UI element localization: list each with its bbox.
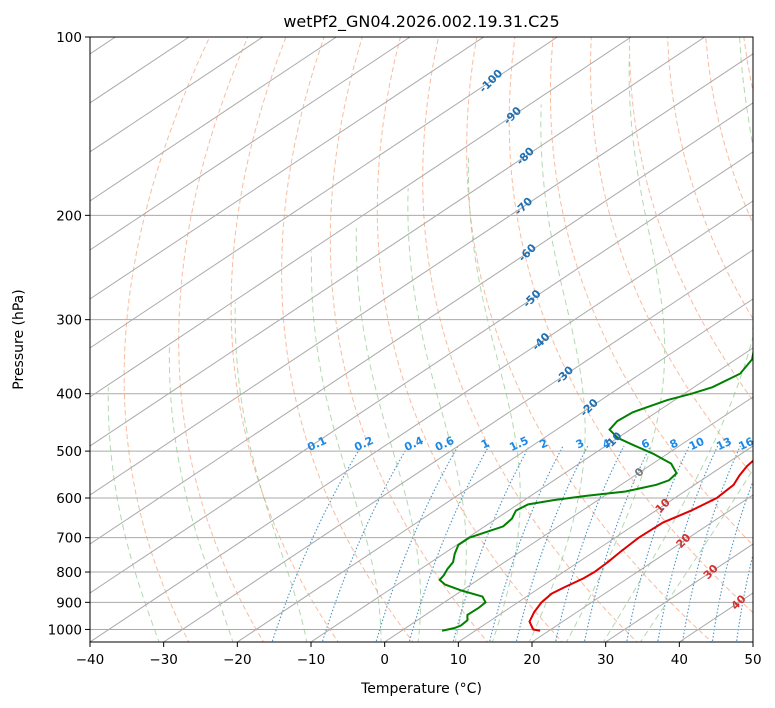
mixing-ratio-label: 13 <box>714 435 733 453</box>
isotherm-line <box>384 396 753 642</box>
mixing-ratio-line <box>271 445 362 642</box>
isotherm-line <box>90 37 485 300</box>
mixing-ratio-line <box>681 445 741 642</box>
moist-adiabat <box>107 387 160 642</box>
moist-adiabat <box>168 344 234 642</box>
dry-adiabat <box>549 37 753 546</box>
moist-adiabat <box>528 104 586 642</box>
dewpoint-line <box>438 325 753 632</box>
moist-adiabat <box>310 251 382 642</box>
dry-adiabat <box>329 37 489 642</box>
plot-frame <box>89 36 754 643</box>
mixing-ratio-line <box>583 445 651 642</box>
dry-adiabat <box>628 37 753 402</box>
dry-adiabat <box>123 37 211 642</box>
x-tick-label: 0 <box>380 652 389 668</box>
mixing-ratio-line <box>321 445 409 642</box>
mixing-ratio-line <box>408 445 490 642</box>
mixing-ratio-line <box>657 445 719 642</box>
x-tick-label: 10 <box>450 652 467 668</box>
isotherm-line <box>90 200 753 642</box>
isotherm-line <box>458 445 753 642</box>
isotherm-line <box>90 37 706 447</box>
mixing-ratio-line <box>555 445 625 642</box>
isotherm-line <box>237 298 753 642</box>
x-tick-label: 50 <box>744 652 761 668</box>
temperature-line <box>528 459 753 632</box>
isotherm-line <box>531 494 753 642</box>
mixing-ratio-label: 16 <box>736 435 756 453</box>
isotherm-line <box>90 37 632 398</box>
isotherm-line <box>90 37 337 202</box>
mixing-ratio-line <box>736 552 753 642</box>
mixing-ratio-line <box>626 445 690 642</box>
isotherm-line <box>90 102 753 545</box>
isotherm-line <box>90 151 753 594</box>
y-axis-label: Pressure (hPa) <box>11 289 27 389</box>
isotherm-line <box>163 249 753 642</box>
y-tick-label: 500 <box>56 444 82 460</box>
mixing-ratio-label: 10 <box>687 435 707 453</box>
x-tick-label: 40 <box>671 652 688 668</box>
dry-adiabat <box>667 37 753 320</box>
moist-adiabat <box>565 61 666 642</box>
mixing-ratio-line <box>375 445 459 642</box>
axes: −40 −30 −20 −10 0 10 20 30 40 50 100 200 300 400 500 60… <box>48 30 762 668</box>
x-tick-label: −10 <box>297 652 326 668</box>
background-lines <box>90 37 753 642</box>
y-tick-label: 100 <box>56 30 82 46</box>
isotherm-line <box>90 53 753 496</box>
x-tick-label: −40 <box>76 652 105 668</box>
mixing-ratio-line <box>452 445 530 642</box>
chart-title: wetPf2_GN04.2026.002.19.31.C25 <box>283 12 559 32</box>
moist-adiabat <box>234 301 308 642</box>
isotherm-line <box>90 37 264 153</box>
y-tick-label: 200 <box>56 208 82 224</box>
series-layer <box>438 325 753 632</box>
mixing-ratio-line <box>488 445 564 642</box>
x-tick-label: 30 <box>597 652 614 668</box>
moist-adiabat <box>355 227 422 642</box>
isotherm-line <box>90 37 411 251</box>
y-tick-label: 900 <box>56 595 82 611</box>
y-tick-label: 700 <box>56 531 82 547</box>
y-tick-label: 600 <box>56 491 82 507</box>
x-axis-label: Temperature (°C) <box>360 681 482 697</box>
y-tick-label: 400 <box>56 387 82 403</box>
y-tick-label: 1000 <box>48 622 82 638</box>
x-tick-label: −20 <box>223 652 252 668</box>
mixing-ratio-line <box>711 479 753 642</box>
x-tick-label: −30 <box>149 652 178 668</box>
y-tick-label: 300 <box>56 313 82 329</box>
x-tick-label: 20 <box>523 652 540 668</box>
y-tick-label: 800 <box>56 565 82 581</box>
isotherm-line <box>90 37 558 349</box>
mixing-ratio-line <box>515 445 589 642</box>
